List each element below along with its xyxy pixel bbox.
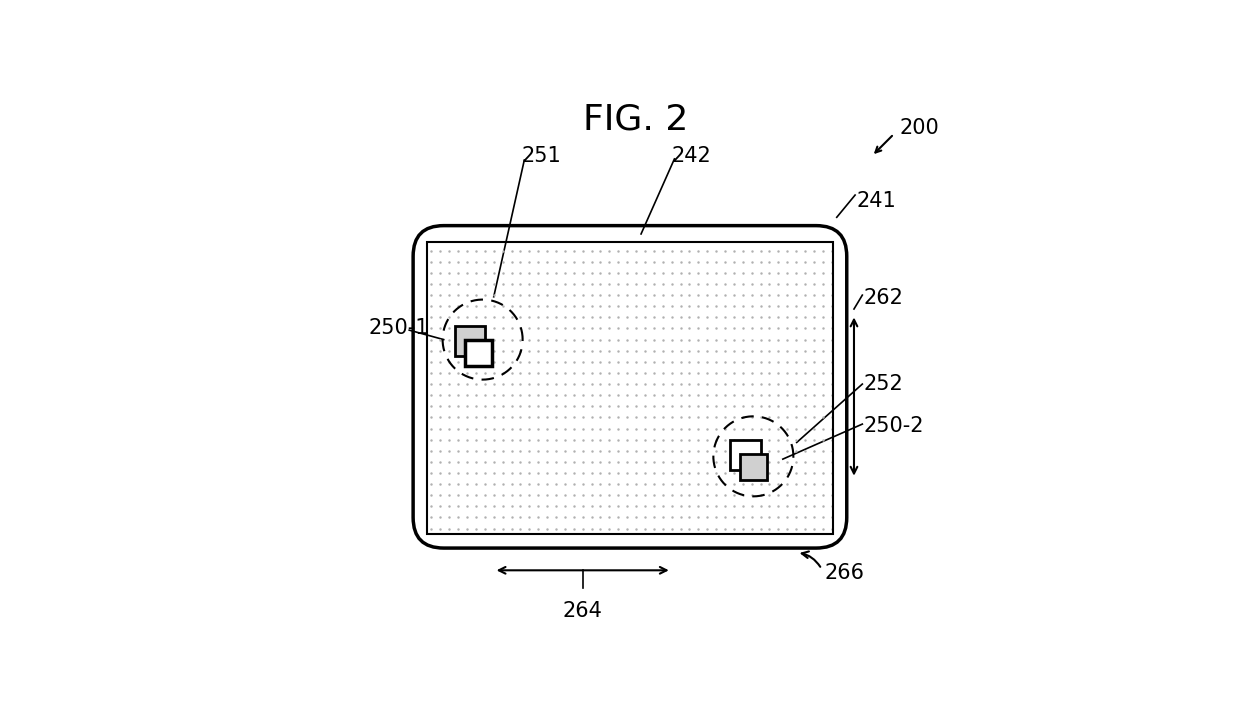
Text: 262: 262 (863, 288, 903, 308)
Text: FIG. 2: FIG. 2 (583, 103, 688, 137)
Text: 266: 266 (825, 563, 864, 583)
Text: 250-2: 250-2 (863, 416, 924, 436)
Text: 241: 241 (856, 191, 897, 211)
Text: 264: 264 (563, 601, 603, 621)
Bar (730, 440, 760, 470)
Bar (740, 453, 766, 480)
Text: 251: 251 (522, 146, 562, 166)
Bar (465, 339, 491, 366)
Bar (455, 326, 485, 356)
Text: 250-1: 250-1 (368, 318, 429, 339)
Text: 252: 252 (863, 374, 903, 394)
Bar (427, 243, 833, 534)
Text: 200: 200 (899, 118, 940, 139)
FancyBboxPatch shape (413, 225, 847, 548)
Text: 242: 242 (672, 146, 712, 166)
